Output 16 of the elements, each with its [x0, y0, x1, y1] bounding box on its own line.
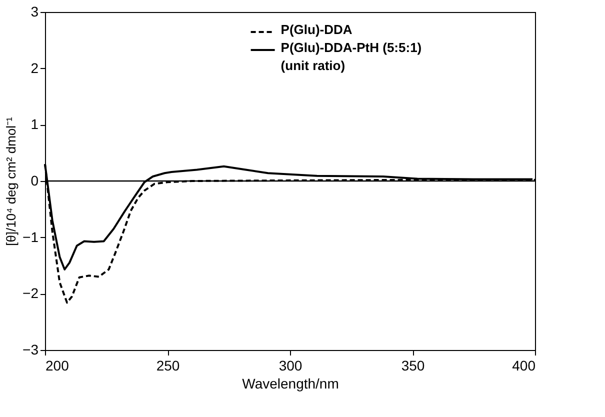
y-tick-label: 1: [30, 116, 39, 132]
x-tick-label: 200: [46, 358, 70, 374]
y-tick-label: −2: [22, 285, 39, 302]
y-tick-label: 0: [30, 172, 39, 188]
y-tick-label: −1: [22, 228, 39, 245]
y-axis-title: [θ]/10⁴ deg cm² dmol⁻¹: [4, 116, 19, 246]
x-tick-label: 250: [156, 358, 180, 374]
x-tick-label: 400: [512, 358, 536, 374]
legend-label: P(Glu)-DDA: [280, 22, 353, 37]
legend-label: P(Glu)-DDA-PtH (5:5:1) (unit ratio): [280, 40, 422, 73]
y-tick-label: −3: [22, 342, 39, 358]
x-axis-title: Wavelength/nm: [242, 376, 339, 392]
x-tick-label: 350: [401, 358, 425, 374]
x-tick-label: 300: [278, 358, 302, 374]
y-tick-label: 2: [30, 60, 39, 76]
y-tick-label: 3: [30, 4, 39, 20]
